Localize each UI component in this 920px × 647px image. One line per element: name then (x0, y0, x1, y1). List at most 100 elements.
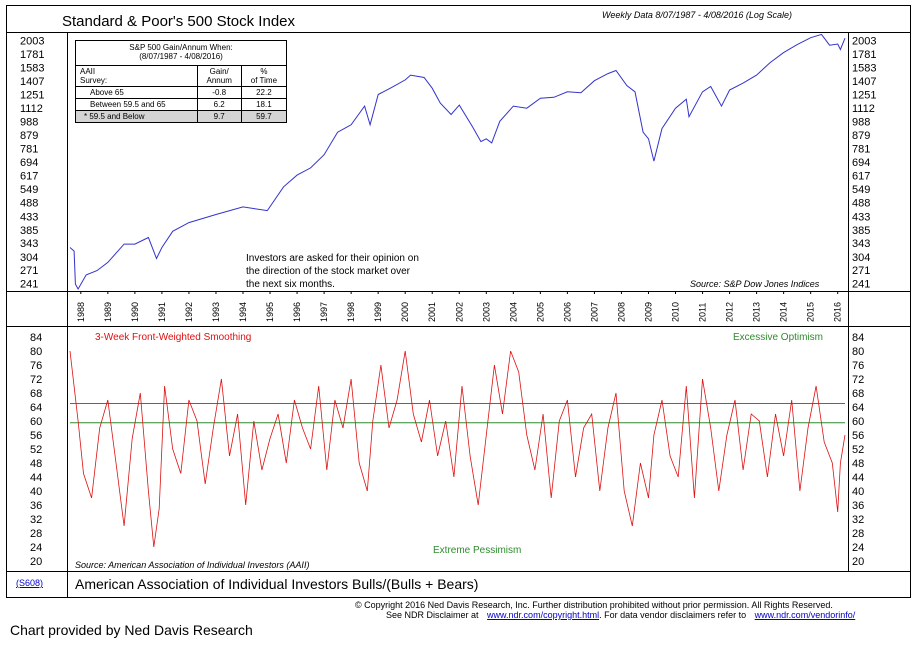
y-tick-label: 48 (852, 458, 864, 470)
year-tick-label: 2006 (562, 302, 572, 322)
y-tick-label: 694 (852, 157, 870, 169)
y-tick-label: 36 (30, 500, 42, 512)
y-tick-label: 694 (20, 157, 38, 169)
y-tick-label: 2003 (20, 35, 44, 47)
aaii-chart: 84 84 80 80 76 76 72 72 68 68 64 64 60 60 56 56 52 52 48 48… (30, 332, 864, 568)
y-tick-label: 271 (20, 265, 38, 277)
lower-panel-top (6, 326, 911, 327)
y-tick-label: 32 (852, 514, 864, 526)
gain-table-header: AAII Survey: Gain/Annum % of Time (76, 65, 286, 87)
year-tick-label: 1999 (373, 302, 383, 322)
y-tick-label: 1112 (852, 103, 875, 115)
y-tick-label: 488 (20, 198, 38, 210)
year-tick-label: 1995 (265, 302, 275, 322)
code-divider (67, 571, 68, 598)
sp500-line (69, 33, 846, 291)
year-tick-label: 1997 (319, 302, 329, 322)
copyright-text: © Copyright 2016 Ned Davis Research, Inc… (355, 600, 833, 610)
y-tick-label: 56 (852, 430, 864, 442)
y-tick-label: 64 (852, 402, 864, 414)
header-annum: Annum (206, 76, 232, 85)
y-tick-label: 72 (852, 374, 864, 386)
y-tick-label: 24 (30, 542, 42, 554)
aaii-sentiment-line (69, 350, 846, 548)
chart-code-link[interactable]: (S608) (16, 578, 44, 588)
year-tick-label: 2007 (589, 302, 599, 322)
y-tick-label: 80 (30, 346, 42, 358)
year-tick-label: 2005 (535, 302, 545, 322)
y-tick-label: 1407 (852, 76, 876, 88)
gain-table-box: S&P 500 Gain/Annum When: (8/07/1987 - 4/… (75, 40, 287, 123)
y-tick-label: 44 (852, 472, 864, 484)
year-tick-label: 2004 (508, 302, 518, 322)
disclaimer-line: See NDR Disclaimer at www.ndr.com/copyri… (386, 610, 855, 620)
year-tick-label: 1996 (292, 302, 302, 322)
title-divider (6, 32, 911, 33)
disclaimer-middle: . For data vendor disclaimers refer to (599, 610, 747, 620)
upper-panel-bottom (6, 291, 911, 292)
y-tick-label: 385 (20, 225, 38, 237)
y-tick-label: 76 (852, 360, 864, 372)
row-pct: 18.1 (240, 98, 286, 111)
y-tick-label: 988 (20, 117, 38, 129)
year-tick-label: 1998 (346, 302, 356, 322)
smoothing-label: 3-Week Front-Weighted Smoothing (95, 332, 252, 343)
y-tick-label: 60 (30, 416, 42, 428)
y-tick-label: 1112 (20, 103, 43, 115)
credit-text: Chart provided by Ned Davis Research (10, 622, 253, 638)
header-aaii: AAII (80, 67, 96, 76)
plot-right-edge (848, 32, 849, 571)
year-tick-label: 2001 (427, 302, 437, 322)
year-tick-label: 2000 (400, 302, 410, 322)
y-tick-label: 64 (30, 402, 42, 414)
row-gain: 6.2 (196, 98, 242, 111)
table-row: Above 65 -0.8 22.2 (76, 86, 286, 99)
upper-chart-title: Standard & Poor's 500 Stock Index (62, 13, 296, 30)
year-tick-label: 2013 (752, 302, 762, 322)
y-tick-label: 433 (852, 211, 870, 223)
y-tick-label: 241 (20, 279, 38, 291)
year-tick-label: 1989 (103, 302, 113, 322)
year-tick-label: 2012 (725, 302, 735, 322)
y-tick-label: 549 (20, 184, 38, 196)
vendorinfo-link[interactable]: www.ndr.com/vendorinfo/ (754, 610, 856, 620)
excessive-optimism-label: Excessive Optimism (733, 332, 824, 343)
year-tick-label: 2002 (454, 302, 464, 322)
y-tick-label: 488 (852, 198, 870, 210)
y-tick-label: 52 (30, 444, 42, 456)
y-tick-label: 68 (852, 388, 864, 400)
y-tick-label: 56 (30, 430, 42, 442)
survey-annotation: Investors are asked for their opinion on… (246, 252, 419, 291)
y-tick-label: 80 (852, 346, 864, 358)
y-tick-label: 48 (30, 458, 42, 470)
y-tick-label: 988 (852, 117, 870, 129)
y-tick-label: 433 (20, 211, 38, 223)
y-tick-label: 28 (30, 528, 42, 540)
y-tick-label: 40 (852, 486, 864, 498)
table-row: * 59.5 and Below 9.7 59.7 (76, 110, 286, 122)
y-tick-label: 617 (852, 171, 870, 183)
year-tick-label: 2011 (698, 303, 708, 322)
y-tick-label: 84 (30, 332, 42, 344)
copyright-link[interactable]: www.ndr.com/copyright.html (487, 610, 600, 620)
annotation-line: the next six months. (246, 279, 335, 290)
y-tick-label: 28 (852, 528, 864, 540)
header-of-time: of Time (250, 76, 278, 85)
y-tick-label: 879 (20, 130, 38, 142)
plot-left-edge (67, 32, 68, 571)
y-tick-label: 1407 (20, 76, 44, 88)
chart-frame (6, 5, 911, 598)
y-tick-label: 781 (20, 144, 38, 156)
year-tick-label: 2008 (616, 302, 626, 322)
year-tick-label: 2016 (833, 302, 843, 322)
year-tick-label: 1993 (211, 302, 221, 322)
year-tick-label: 1994 (238, 302, 248, 322)
y-tick-label: 1583 (852, 62, 876, 74)
y-tick-label: 549 (852, 184, 870, 196)
y-tick-label: 20 (852, 556, 864, 568)
annotation-line: Investors are asked for their opinion on (246, 253, 419, 264)
y-tick-label: 1781 (852, 49, 876, 61)
year-tick-label: 2015 (806, 302, 816, 322)
annotation-line: the direction of the stock market over (246, 266, 410, 277)
